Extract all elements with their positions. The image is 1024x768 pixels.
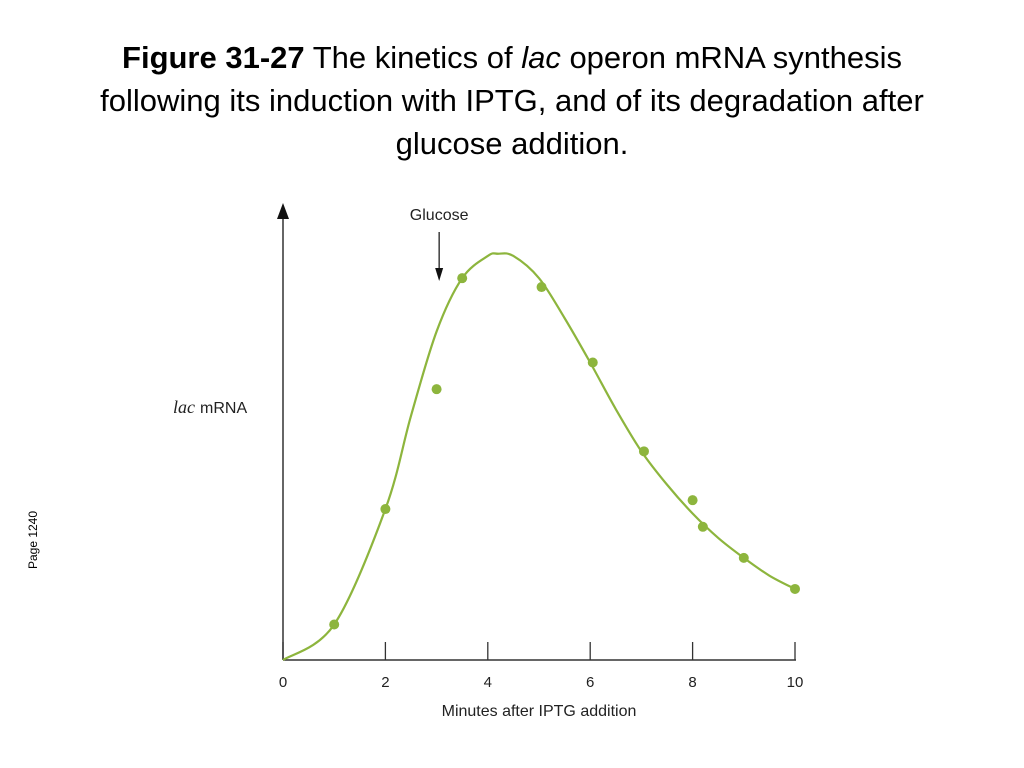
x-tick-label-10: 10 [787,674,804,691]
series-line [282,252,796,661]
data-point [431,384,442,395]
x-tick-label-8: 8 [688,674,696,691]
y-axis-label-italic: lac [173,397,195,417]
x-tick-label-6: 6 [586,674,594,691]
caption-text-end: operon mRNA synthesis following its indu… [100,40,924,161]
glucose-annotation: Glucose [410,207,469,224]
x-tick-label-0: 0 [279,674,287,691]
x-axis-label: Minutes after IPTG addition [442,703,637,720]
y-axis-label: lac mRNA [173,397,247,417]
y-axis-arrowhead [277,203,289,219]
figure-number: Figure 31-27 [122,40,305,75]
data-point [738,552,749,563]
data-point [638,446,649,457]
data-point [329,619,340,630]
x-tick-label-2: 2 [381,674,389,691]
y-axis-label-text: mRNA [200,400,247,417]
data-point [687,495,698,506]
data-point [790,583,800,594]
x-tick-label-4: 4 [484,674,492,691]
figure-caption: Figure 31-27 The kinetics of lac operon … [90,36,934,165]
caption-text-start: The kinetics of [312,40,522,75]
data-point [536,282,547,293]
glucose-arrowhead [435,268,444,281]
caption-italic-lac: lac [521,40,561,75]
data-point [587,357,598,368]
data-point [380,504,391,515]
data-point [697,521,708,532]
data-point [457,273,468,284]
